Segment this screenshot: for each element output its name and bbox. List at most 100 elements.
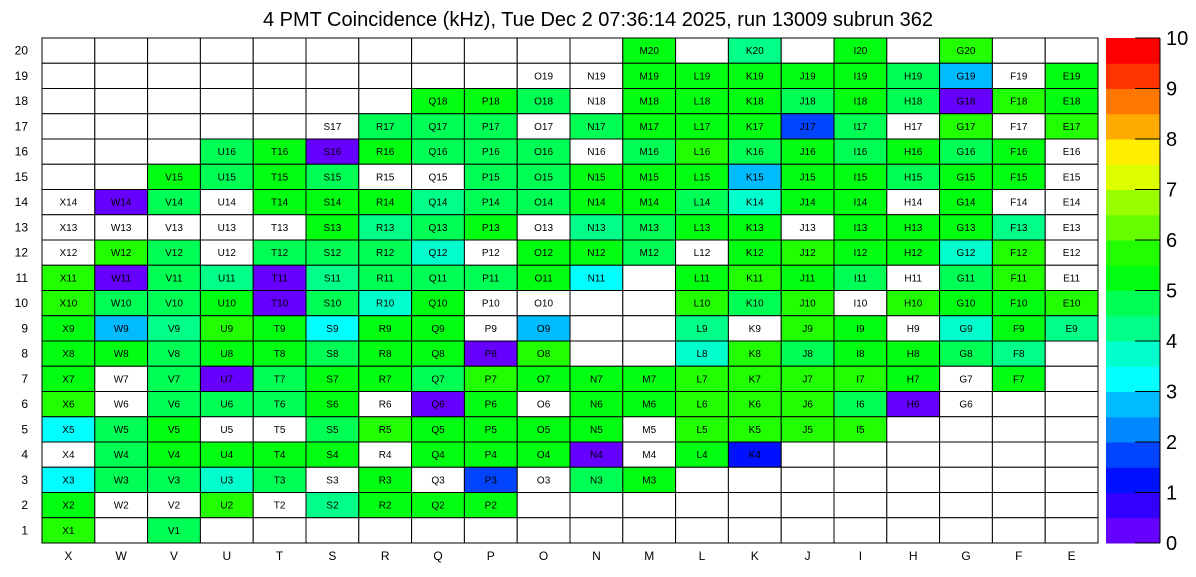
cell-label: H11: [904, 273, 922, 284]
cell-label: H6: [907, 400, 920, 411]
heatmap-cell-R7: [358, 365, 413, 392]
cell-label: W6: [114, 400, 129, 411]
heatmap-cell-O11: [516, 264, 571, 291]
cell-label: X12: [60, 248, 78, 259]
cell-label: R12: [376, 248, 395, 259]
heatmap-cell-M1: [622, 517, 677, 544]
cell-label: K19: [746, 71, 764, 82]
column-tick-label: F: [1015, 549, 1022, 563]
heatmap-cell-J4: [780, 441, 835, 468]
heatmap-cell-N3: [569, 466, 624, 493]
cell-label: J13: [800, 223, 817, 234]
column-tick-label: W: [116, 549, 128, 563]
cell-label: O13: [534, 223, 553, 234]
cell-label: J6: [802, 400, 813, 411]
heatmap-cell-L16: [675, 138, 729, 165]
heatmap-cell-F16: [991, 138, 1046, 165]
heatmap-cell-S20: [305, 37, 360, 64]
cell-label: S13: [324, 223, 342, 234]
cell-label: G16: [957, 147, 976, 158]
cell-label: T10: [271, 299, 289, 310]
heatmap-cell-T12: [252, 239, 307, 266]
cell-label: G9: [959, 324, 973, 335]
cell-label: K12: [746, 248, 764, 259]
cell-label: F14: [1010, 198, 1028, 209]
heatmap-cell-H7: [886, 365, 941, 392]
cell-label: X6: [62, 400, 75, 411]
cell-label: T3: [274, 475, 286, 486]
heatmap-cell-I16: [833, 138, 888, 165]
heatmap-cell-T5: [252, 416, 307, 443]
heatmap-cell-J15: [780, 163, 835, 190]
cell-label: P14: [482, 198, 500, 209]
cell-label: F18: [1010, 97, 1028, 108]
row-tick-label: 1: [21, 523, 28, 537]
heatmap-cell-O2: [516, 492, 571, 519]
cell-label: G7: [959, 374, 973, 385]
heatmap-cell-Q16: [411, 138, 465, 165]
cell-label: L17: [694, 122, 711, 133]
heatmap-cell-F20: [991, 37, 1046, 64]
cell-label: U12: [218, 248, 237, 259]
color-scale-bin: [1106, 442, 1160, 468]
heatmap-cell-N19: [569, 62, 624, 89]
cell-label: G20: [957, 46, 976, 57]
cell-label: T6: [274, 400, 286, 411]
cell-label: U6: [220, 400, 233, 411]
cell-label: L7: [696, 374, 708, 385]
cell-label: H10: [904, 299, 923, 310]
heatmap-cell-N20: [569, 37, 624, 64]
cell-label: I13: [853, 223, 867, 234]
color-scale-bin: [1106, 341, 1160, 367]
heatmap-cell-P10: [463, 290, 518, 317]
cell-label: P2: [485, 501, 498, 512]
heatmap-cell-V18: [147, 88, 201, 115]
heatmap-cell-P19: [463, 62, 518, 89]
cell-label: L16: [694, 147, 711, 158]
heatmap-cell-L10: [675, 290, 729, 317]
heatmap-cell-W20: [94, 37, 149, 64]
heatmap-cell-Q1: [411, 517, 465, 544]
cell-label: I9: [856, 324, 865, 335]
cell-label: Q9: [431, 324, 445, 335]
cell-label: V15: [165, 172, 183, 183]
heatmap-cell-R2: [358, 492, 413, 519]
heatmap-cell-M18: [622, 88, 677, 115]
cell-label: E14: [1063, 198, 1081, 209]
cell-label: F17: [1010, 122, 1028, 133]
cell-label: O8: [537, 349, 551, 360]
heatmap-cell-S16: [305, 138, 360, 165]
heatmap-cell-X7: [41, 365, 96, 392]
heatmap-cell-I3: [833, 466, 888, 493]
heatmap-cell-X19: [41, 62, 96, 89]
heatmap-cell-V6: [147, 391, 201, 418]
cell-label: N17: [587, 122, 606, 133]
heatmap-cell-L20: [675, 37, 729, 64]
column-tick-label: J: [805, 549, 811, 563]
cell-label: X7: [62, 374, 75, 385]
cell-label: F16: [1010, 147, 1028, 158]
heatmap-cell-G13: [939, 214, 993, 241]
color-scale-bin: [1106, 492, 1160, 519]
cell-label: N12: [587, 248, 606, 259]
cell-labels: M20 K20 I20 G20 O19 N19 M19 L19 K19 J19 I19 H19 G19 F…: [60, 46, 1081, 537]
cell-label: G11: [957, 273, 976, 284]
cell-label: H9: [907, 324, 920, 335]
heatmap-cell-P2: [463, 492, 518, 519]
heatmap-cell-R16: [358, 138, 413, 165]
cell-label: I8: [856, 349, 865, 360]
cell-label: E15: [1063, 172, 1081, 183]
cell-label: K15: [746, 172, 764, 183]
cell-label: M16: [639, 147, 659, 158]
cell-label: M7: [642, 374, 656, 385]
row-tick-label: 14: [15, 195, 29, 209]
cell-label: O17: [534, 122, 553, 133]
cell-label: I16: [853, 147, 867, 158]
cell-label: O14: [534, 198, 553, 209]
cell-label: S9: [326, 324, 339, 335]
heatmap-cell-S7: [305, 365, 360, 392]
color-scale-bin: [1106, 391, 1160, 418]
heatmap-cell-K12: [727, 239, 782, 266]
cell-label: U8: [220, 349, 233, 360]
cell-label: R10: [376, 299, 395, 310]
